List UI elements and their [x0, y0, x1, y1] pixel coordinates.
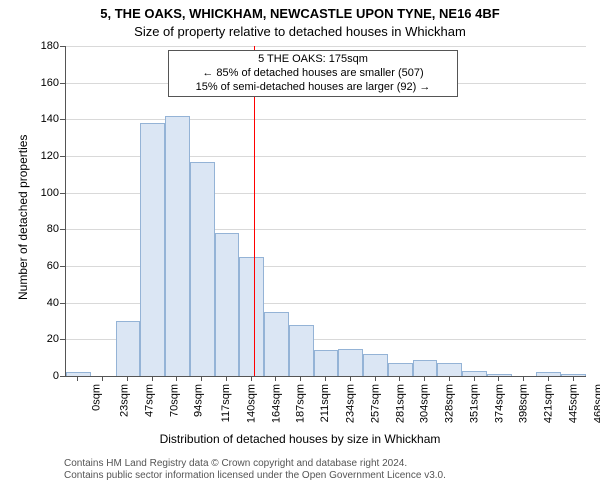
y-tick-label: 40 — [29, 297, 59, 309]
x-tick-mark — [498, 376, 499, 381]
attribution-line-2: Contains public sector information licen… — [64, 470, 446, 482]
x-tick-mark — [375, 376, 376, 381]
x-tick-mark — [275, 376, 276, 381]
y-tick-mark — [60, 229, 65, 230]
x-tick-mark — [77, 376, 78, 381]
y-tick-mark — [60, 193, 65, 194]
histogram-bar — [363, 354, 388, 376]
x-tick-mark — [201, 376, 202, 381]
y-tick-label: 140 — [29, 113, 59, 125]
x-tick-label: 94sqm — [193, 384, 205, 417]
title-subtitle: Size of property relative to detached ho… — [0, 24, 600, 39]
x-tick-label: 257sqm — [369, 384, 381, 423]
x-tick-label: 304sqm — [419, 384, 431, 423]
x-tick-label: 468sqm — [592, 384, 600, 423]
y-tick-label: 0 — [29, 370, 59, 382]
x-tick-label: 421sqm — [543, 384, 555, 423]
y-axis-label: Number of detached properties — [16, 135, 30, 300]
histogram-bar — [190, 162, 215, 377]
histogram-bar — [437, 363, 462, 376]
x-tick-label: 445sqm — [567, 384, 579, 423]
annotation-line: 15% of semi-detached houses are larger (… — [175, 81, 451, 95]
annotation-line: ← 85% of detached houses are smaller (50… — [175, 67, 451, 81]
y-tick-mark — [60, 46, 65, 47]
annotation-line: 5 THE OAKS: 175sqm — [175, 53, 451, 67]
x-tick-label: 140sqm — [246, 384, 258, 423]
x-tick-mark — [325, 376, 326, 381]
x-tick-mark — [399, 376, 400, 381]
y-tick-label: 120 — [29, 150, 59, 162]
attribution-text: Contains HM Land Registry data © Crown c… — [64, 458, 446, 482]
y-tick-label: 160 — [29, 77, 59, 89]
y-tick-mark — [60, 156, 65, 157]
y-tick-label: 180 — [29, 40, 59, 52]
histogram-bar — [561, 374, 586, 376]
histogram-bar — [239, 257, 264, 376]
annotation-box: 5 THE OAKS: 175sqm← 85% of detached hous… — [168, 50, 458, 97]
x-tick-label: 70sqm — [168, 384, 180, 417]
histogram-bar — [338, 349, 363, 377]
y-tick-mark — [60, 339, 65, 340]
histogram-bar — [165, 116, 190, 376]
histogram-bar — [116, 321, 141, 376]
gridline — [66, 46, 586, 47]
x-tick-label: 374sqm — [493, 384, 505, 423]
y-tick-mark — [60, 83, 65, 84]
x-tick-mark — [350, 376, 351, 381]
gridline — [66, 119, 586, 120]
y-tick-mark — [60, 119, 65, 120]
x-tick-mark — [226, 376, 227, 381]
histogram-bar — [413, 360, 438, 377]
x-tick-mark — [300, 376, 301, 381]
x-tick-label: 328sqm — [444, 384, 456, 423]
x-tick-label: 47sqm — [143, 384, 155, 417]
histogram-bar — [215, 233, 240, 376]
title-address: 5, THE OAKS, WHICKHAM, NEWCASTLE UPON TY… — [0, 6, 600, 21]
x-tick-label: 164sqm — [270, 384, 282, 423]
chart-plot-area: 5 THE OAKS: 175sqm← 85% of detached hous… — [65, 46, 586, 377]
histogram-bar — [66, 372, 91, 376]
x-tick-label: 234sqm — [345, 384, 357, 423]
x-tick-label: 117sqm — [220, 384, 232, 422]
x-tick-mark — [176, 376, 177, 381]
histogram-bar — [289, 325, 314, 376]
x-tick-label: 211sqm — [319, 384, 331, 422]
y-tick-label: 80 — [29, 223, 59, 235]
histogram-bar — [536, 372, 561, 376]
x-tick-mark — [474, 376, 475, 381]
x-tick-mark — [424, 376, 425, 381]
x-tick-label: 351sqm — [468, 384, 480, 423]
y-tick-mark — [60, 376, 65, 377]
x-tick-label: 23sqm — [119, 384, 131, 417]
x-tick-mark — [251, 376, 252, 381]
x-tick-mark — [573, 376, 574, 381]
histogram-bar — [140, 123, 165, 376]
x-tick-mark — [102, 376, 103, 381]
histogram-bar — [388, 363, 413, 376]
y-tick-label: 100 — [29, 187, 59, 199]
x-tick-mark — [548, 376, 549, 381]
attribution-line-1: Contains HM Land Registry data © Crown c… — [64, 458, 446, 470]
x-axis-label: Distribution of detached houses by size … — [0, 432, 600, 446]
y-tick-label: 20 — [29, 333, 59, 345]
histogram-bar — [462, 371, 487, 377]
y-tick-mark — [60, 303, 65, 304]
histogram-bar — [264, 312, 289, 376]
x-tick-mark — [449, 376, 450, 381]
x-tick-label: 0sqm — [91, 384, 103, 411]
x-tick-label: 281sqm — [394, 384, 406, 423]
x-tick-mark — [152, 376, 153, 381]
x-tick-mark — [127, 376, 128, 381]
y-tick-label: 60 — [29, 260, 59, 272]
histogram-bar — [314, 350, 339, 376]
x-tick-label: 398sqm — [518, 384, 530, 423]
x-tick-label: 187sqm — [295, 384, 307, 423]
x-tick-mark — [523, 376, 524, 381]
y-tick-mark — [60, 266, 65, 267]
